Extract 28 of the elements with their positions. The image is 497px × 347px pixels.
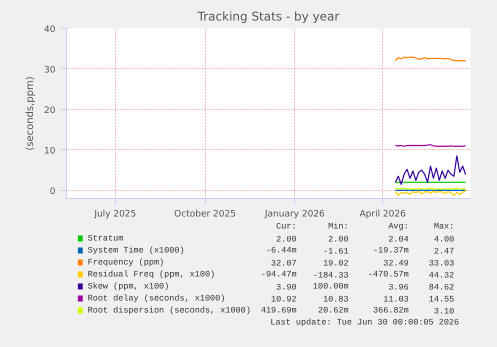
legend-label: Frequency (ppm) [88, 258, 164, 268]
text: 10.92 10.83 11.03 14.55 [271, 294, 454, 304]
chart-title: Tracking Stats - by year [196, 10, 340, 24]
legend-label: Residual Freq (ppm, x100) [88, 270, 216, 280]
legend-label: Root delay (seconds, x1000) [88, 294, 226, 304]
text: 419.69m 20.62m 366.82m 3.10 [260, 306, 454, 316]
y-axis-title: (seconds,ppm) [25, 76, 36, 151]
x-tick-label: April 2026 [360, 210, 406, 220]
text: Last update: Tue Jun 30 00:00:05 2026 [270, 318, 460, 328]
y-tick-label: 0 [50, 186, 56, 197]
x-tick-label: October 2025 [174, 210, 236, 220]
text: 2.00 2.00 2.04 4.00 [276, 234, 454, 244]
text: -6.44m -1.61 -19.37m 2.47 [266, 246, 454, 256]
line-series [394, 155, 466, 185]
legend-label: System Time (x1000) [88, 246, 185, 256]
y-tick-label: 10 [44, 146, 56, 156]
text: 32.07 19.02 32.49 33.03 [271, 258, 454, 268]
text: 3.90 100.00m 3.96 84.62 [276, 282, 454, 292]
x-tick-label: January 2026 [264, 210, 326, 220]
y-tick-label: 30 [44, 65, 56, 76]
legend-label: Stratum [88, 234, 124, 244]
legend-label: Skew (ppm, x100) [88, 282, 170, 292]
y-tick-label: 20 [44, 106, 56, 116]
legend-label: Root dispersion (seconds, x1000) [88, 306, 251, 316]
text: -94.47m -184.33 -470.57m 44.32 [260, 270, 454, 280]
x-tick-label: July 2025 [93, 210, 136, 220]
y-tick-label: 40 [44, 25, 56, 35]
text: Cur: Min: Avg: Max: [276, 222, 454, 232]
